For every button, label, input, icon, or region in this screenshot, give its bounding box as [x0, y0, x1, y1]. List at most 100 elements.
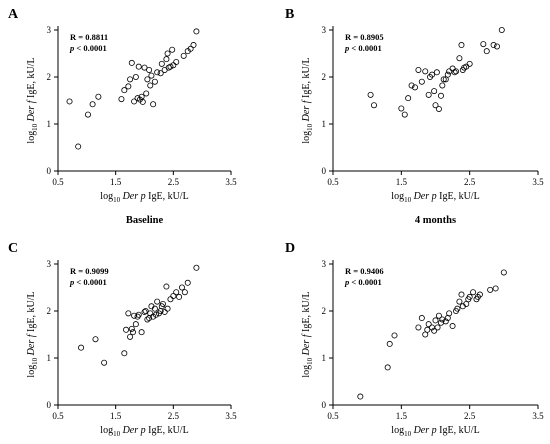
x-label-subscript: 10	[113, 196, 121, 204]
x-axis-label: log10 Der p IgE, kU/L	[391, 425, 479, 438]
data-point	[193, 264, 200, 271]
x-label-allergen: Der p	[122, 191, 146, 202]
data-point	[132, 321, 139, 328]
x-tick-label: 1.5	[396, 177, 408, 187]
data-point	[446, 68, 453, 75]
data-point	[418, 78, 425, 85]
data-point	[446, 310, 453, 317]
x-axis-label: log10 Der p IgE, kU/L	[391, 191, 479, 204]
data-point	[131, 312, 138, 319]
data-point	[432, 317, 439, 324]
data-point	[435, 312, 442, 319]
data-point	[66, 98, 73, 105]
data-point	[391, 332, 398, 339]
data-point	[157, 70, 164, 77]
data-point	[449, 323, 456, 330]
data-point	[167, 296, 174, 303]
stat-p-value: < 0.0001	[74, 43, 106, 53]
x-tick-label: 0.5	[52, 411, 64, 421]
data-point	[118, 96, 125, 103]
data-point	[439, 316, 446, 323]
data-point	[163, 283, 170, 290]
x-tick-label: 2.5	[464, 411, 476, 421]
data-point	[151, 305, 158, 312]
y-tick-label: 1	[322, 119, 327, 129]
data-point	[456, 298, 463, 305]
data-point	[154, 298, 161, 305]
x-tick-label: 0.5	[52, 177, 64, 187]
data-point	[131, 98, 138, 105]
y-tick-label: 2	[322, 306, 327, 316]
data-point	[92, 336, 99, 343]
data-point	[187, 45, 194, 52]
y-tick-label: 3	[47, 25, 52, 35]
y-axis-label: log10 Der f IgE, kU/L	[26, 57, 39, 143]
y-tick-label: 1	[322, 353, 327, 363]
x-label-subscript: 10	[404, 430, 412, 438]
data-point	[148, 72, 155, 79]
x-label-unit: IgE, kU/L	[437, 191, 480, 202]
data-point	[78, 344, 85, 351]
y-label-log: log	[26, 131, 37, 144]
stat-p-value: < 0.0001	[349, 277, 381, 287]
x-label-subscript: 10	[404, 196, 412, 204]
data-point	[500, 269, 507, 276]
data-point	[169, 46, 176, 53]
data-point	[425, 91, 432, 98]
stat-r: R = 0.8811	[70, 32, 108, 42]
data-point	[454, 305, 461, 312]
data-point	[75, 143, 82, 150]
data-point	[476, 291, 483, 298]
data-point	[439, 82, 446, 89]
data-point	[466, 60, 473, 67]
data-point	[141, 308, 148, 315]
x-tick-label: 2.5	[464, 177, 476, 187]
data-point	[415, 324, 422, 331]
y-axis-label: log10 Der f IgE, kU/L	[301, 57, 314, 143]
y-label-log: log	[26, 365, 37, 378]
data-point	[135, 63, 142, 70]
data-point	[138, 329, 145, 336]
data-point	[167, 63, 174, 70]
x-tick-label: 1.5	[110, 177, 122, 187]
y-label-subscript: 10	[31, 123, 39, 131]
data-point	[422, 68, 429, 75]
data-point	[89, 101, 96, 108]
data-point	[437, 92, 444, 99]
data-point	[357, 393, 364, 400]
data-point	[386, 340, 393, 347]
data-point	[173, 58, 180, 65]
y-tick-label: 2	[47, 306, 52, 316]
stat-p-value: < 0.0001	[349, 43, 381, 53]
y-tick-label: 1	[47, 353, 52, 363]
y-axis-label: log10 Der f IgE, kU/L	[26, 291, 39, 377]
x-label-allergen: Der p	[413, 425, 437, 436]
x-label-subscript: 10	[113, 430, 121, 438]
data-point	[458, 291, 465, 298]
x-tick-label: 0.5	[327, 411, 339, 421]
data-point	[193, 28, 200, 35]
data-point	[435, 105, 442, 112]
panel-letter: C	[8, 241, 18, 256]
data-point	[180, 52, 187, 59]
data-point	[487, 286, 494, 293]
stat-p: p < 0.0001	[69, 43, 107, 53]
data-point	[470, 289, 477, 296]
x-tick-label: 2.5	[168, 411, 180, 421]
data-point	[367, 91, 374, 98]
data-point	[440, 76, 447, 83]
panel-caption: Baseline	[126, 215, 164, 226]
y-label-unit: IgE, kU/L	[26, 57, 37, 100]
panel-letter: A	[8, 7, 19, 22]
data-point	[151, 78, 158, 85]
stat-p-value: < 0.0001	[74, 277, 106, 287]
x-axis-label: log10 Der p IgE, kU/L	[100, 191, 188, 204]
data-point	[147, 82, 154, 89]
data-point	[411, 84, 418, 91]
data-point	[492, 285, 499, 292]
x-label-log: log	[100, 425, 113, 436]
data-point	[480, 41, 487, 48]
data-point	[164, 305, 171, 312]
